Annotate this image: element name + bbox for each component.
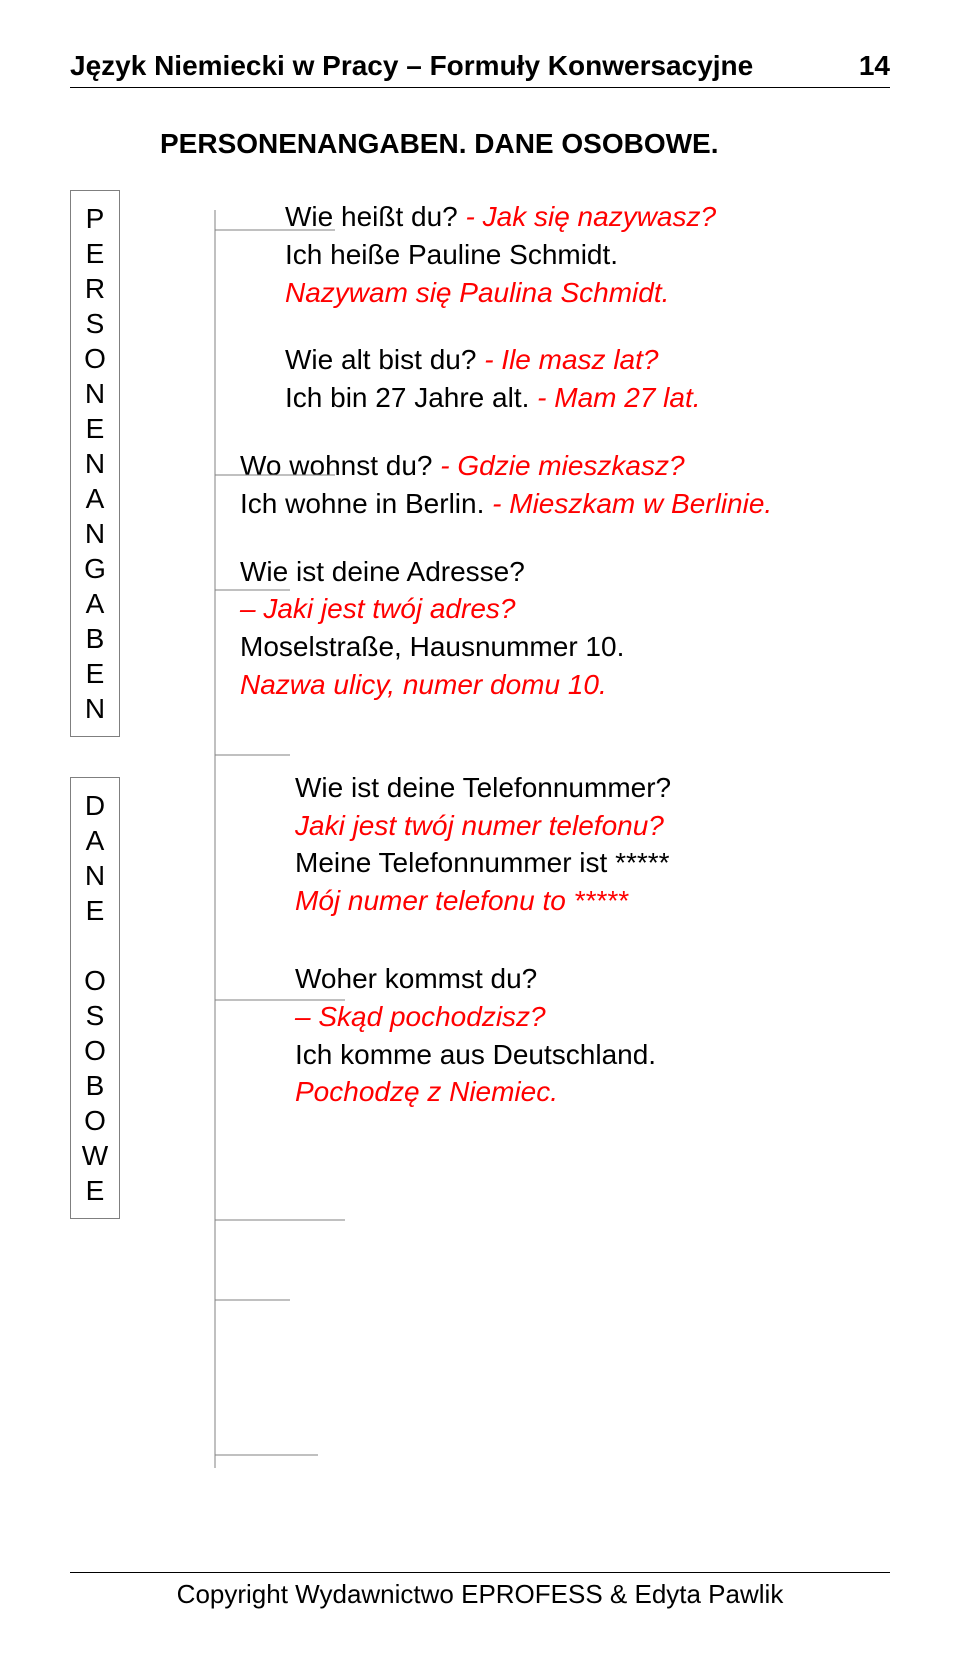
header-title: Język Niemiecki w Pracy – Formuły Konwer… — [70, 50, 753, 82]
vbox-letter: B — [86, 1068, 105, 1103]
polish-text: – Jaki jest twój adres? — [240, 593, 515, 624]
polish-text: Pochodzę z Niemiec. — [295, 1076, 558, 1107]
vbox-letter: S — [86, 306, 105, 341]
german-text: Wo wohnst du? — [240, 450, 433, 481]
german-text: Wie ist deine Telefonnummer? — [295, 772, 671, 803]
vbox-letter: O — [84, 1103, 106, 1138]
german-text: Ich komme aus Deutschland. — [295, 1039, 656, 1070]
vbox-letter: O — [84, 341, 106, 376]
qa-block: Woher kommst du? – Skąd pochodzisz? Ich k… — [295, 960, 890, 1111]
polish-text: Nazwa ulicy, numer domu 10. — [240, 669, 607, 700]
footer-copyright: Copyright Wydawnictwo EPROFESS & Edyta P… — [70, 1572, 890, 1610]
vbox-letter: N — [85, 858, 105, 893]
vertical-box-dane-osobowe: DANE OSOBOWE — [70, 777, 120, 1219]
main-content: PERSONENANGABEN DANE OSOBOWE Wie heißt d… — [70, 190, 890, 1219]
vbox-letter: R — [85, 271, 105, 306]
vbox-letter: E — [86, 1173, 105, 1208]
vertical-box-personenangaben: PERSONENANGABEN — [70, 190, 120, 737]
page-header: Język Niemiecki w Pracy – Formuły Konwer… — [70, 50, 890, 88]
vbox-letter: S — [86, 998, 105, 1033]
vbox-letter: G — [84, 551, 106, 586]
vbox-letter: A — [86, 823, 105, 858]
vbox-letter: O — [84, 1033, 106, 1068]
german-text: Woher kommst du? — [295, 963, 537, 994]
german-text: Ich heiße Pauline Schmidt. — [285, 239, 618, 270]
vbox-letter — [91, 928, 99, 963]
vbox-letter: E — [86, 411, 105, 446]
qa-block: Wie heißt du? - Jak się nazywasz? Ich hei… — [285, 198, 890, 311]
polish-text: - Mieszkam w Berlinie. — [484, 488, 772, 519]
vbox-letter: E — [86, 656, 105, 691]
vbox-letter: E — [86, 236, 105, 271]
vbox-letter: N — [85, 516, 105, 551]
page-number: 14 — [859, 50, 890, 82]
vbox-letter: N — [85, 376, 105, 411]
german-text: Ich bin 27 Jahre alt. — [285, 382, 529, 413]
vbox-letter: W — [82, 1138, 108, 1173]
vbox-letter: N — [85, 446, 105, 481]
vbox-letter: E — [86, 893, 105, 928]
german-text: Meine Telefonnummer ist ***** — [295, 847, 670, 878]
qa-block: Wie alt bist du? - Ile masz lat? Ich bin … — [285, 341, 890, 417]
polish-text: Jaki jest twój numer telefonu? — [295, 810, 664, 841]
section-title: PERSONENANGABEN. DANE OSOBOWE. — [160, 128, 890, 160]
vbox-letter: O — [84, 963, 106, 998]
polish-text: Nazywam się Paulina Schmidt. — [285, 277, 669, 308]
vbox-letter: N — [85, 691, 105, 726]
german-text: Wie heißt du? — [285, 201, 458, 232]
vbox-letter: A — [86, 586, 105, 621]
vertical-labels-column: PERSONENANGABEN DANE OSOBOWE — [70, 190, 120, 1219]
polish-text: - Mam 27 lat. — [529, 382, 700, 413]
qa-block: Wie ist deine Adresse? – Jaki jest twój … — [240, 553, 890, 704]
qa-block: Wo wohnst du? - Gdzie mieszkasz? Ich wohn… — [240, 447, 890, 523]
polish-text: - Jak się nazywasz? — [458, 201, 716, 232]
qa-block: Wie ist deine Telefonnummer? Jaki jest tw… — [295, 769, 890, 920]
german-text: Wie ist deine Adresse? — [240, 556, 525, 587]
german-text: Moselstraße, Hausnummer 10. — [240, 631, 624, 662]
german-text: Wie alt bist du? — [285, 344, 476, 375]
german-text: Ich wohne in Berlin. — [240, 488, 484, 519]
qa-column: Wie heißt du? - Jak się nazywasz? Ich hei… — [150, 190, 890, 1141]
vbox-letter: D — [85, 788, 105, 823]
polish-text: Mój numer telefonu to ***** — [295, 885, 628, 916]
vbox-letter: P — [86, 201, 105, 236]
polish-text: - Ile masz lat? — [476, 344, 658, 375]
vbox-letter: B — [86, 621, 105, 656]
vbox-letter: A — [86, 481, 105, 516]
polish-text: – Skąd pochodzisz? — [295, 1001, 546, 1032]
polish-text: - Gdzie mieszkasz? — [433, 450, 685, 481]
